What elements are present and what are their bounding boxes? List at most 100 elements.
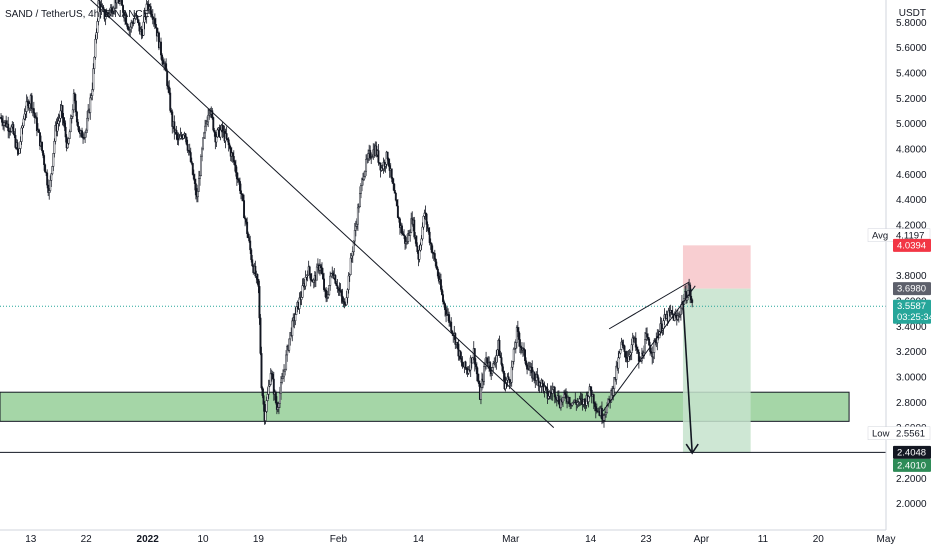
- candle: [295, 306, 298, 315]
- candle: [495, 355, 498, 363]
- candle: [81, 130, 83, 138]
- candle: [679, 307, 682, 315]
- candle: [243, 200, 246, 219]
- candle: [321, 267, 323, 275]
- candle: [193, 178, 196, 184]
- candle: [448, 314, 451, 323]
- candle: [234, 164, 237, 173]
- candle: [308, 266, 311, 275]
- candle: [334, 275, 337, 284]
- wedge-upper-line[interactable]: [608, 281, 690, 330]
- candle: [608, 398, 611, 401]
- candle: [489, 362, 492, 371]
- candle: [612, 388, 615, 396]
- candle: [50, 173, 53, 181]
- candle: [367, 153, 370, 160]
- candle: [56, 123, 59, 132]
- candle: [329, 275, 332, 286]
- candle: [58, 118, 61, 122]
- time-tick-label: Mar: [502, 534, 520, 545]
- candle: [646, 333, 649, 338]
- candle: [460, 358, 463, 363]
- candle: [565, 394, 568, 399]
- stop-loss-zone[interactable]: [682, 245, 751, 289]
- candle: [355, 223, 358, 227]
- candle: [624, 351, 627, 358]
- candle: [166, 70, 169, 86]
- candle: [419, 244, 422, 251]
- candle: [186, 143, 189, 151]
- time-tick-label: 2022: [137, 534, 160, 545]
- candle: [24, 111, 27, 115]
- candle: [104, 16, 107, 20]
- candle: [415, 235, 418, 247]
- candle: [390, 168, 393, 179]
- candle: [251, 259, 254, 267]
- candle: [219, 129, 222, 138]
- candle: [190, 161, 193, 164]
- candle: [75, 111, 78, 123]
- price-tick-label: 4.6000: [896, 170, 927, 181]
- candle: [154, 23, 157, 28]
- chart-title: SAND / TetherUS, 4h, BINANCE: [5, 9, 150, 20]
- time-tick-label: 14: [413, 534, 425, 545]
- candle: [197, 178, 200, 192]
- descending-trendline[interactable]: [74, 0, 555, 429]
- candle: [413, 219, 416, 238]
- candle: [133, 18, 136, 24]
- candle: [121, 0, 123, 6]
- candle: [194, 183, 197, 196]
- candle: [384, 164, 387, 167]
- stop-price-badge-text: 4.0394: [897, 240, 926, 251]
- target-zone[interactable]: [682, 288, 751, 453]
- candle: [97, 0, 100, 22]
- candle: [416, 245, 419, 253]
- candle: [153, 18, 156, 25]
- candle: [650, 351, 653, 354]
- time-tick-label: 22: [81, 534, 93, 545]
- candle: [568, 397, 571, 404]
- candle: [64, 126, 67, 138]
- time-tick-label: Apr: [694, 534, 710, 545]
- candle: [635, 346, 638, 350]
- candle: [284, 368, 287, 372]
- candle: [476, 373, 479, 382]
- candle: [365, 159, 368, 172]
- candle: [396, 205, 399, 218]
- candle: [605, 412, 607, 415]
- candle: [272, 378, 275, 395]
- candle: [574, 399, 577, 403]
- candle: [49, 180, 52, 191]
- candle: [327, 294, 330, 298]
- candle: [240, 190, 242, 194]
- candle: [454, 333, 457, 345]
- price-tick-label: 2.2000: [896, 474, 927, 485]
- candle: [422, 215, 425, 228]
- time-axis[interactable]: 13 22 2022 10 19 Feb 14 Mar 14 23 Apr 11 20 May: [25, 534, 895, 545]
- projection-arrow[interactable]: [682, 300, 693, 454]
- candle: [545, 386, 548, 390]
- candle: [247, 233, 250, 239]
- candle: [242, 194, 244, 201]
- candle: [421, 226, 424, 240]
- candle: [589, 386, 592, 391]
- candle: [593, 403, 596, 407]
- candle: [594, 406, 597, 411]
- candle: [341, 295, 344, 302]
- candle: [637, 351, 640, 362]
- candle: [165, 63, 168, 72]
- candle: [96, 21, 99, 33]
- candle: [215, 136, 218, 143]
- candle: [420, 238, 423, 246]
- candle: [258, 286, 261, 319]
- wedge-lower-line[interactable]: [602, 285, 696, 412]
- candle: [115, 0, 118, 4]
- candle: [67, 138, 70, 144]
- candle: [442, 294, 444, 302]
- candle: [407, 233, 410, 242]
- candle: [175, 129, 178, 135]
- candle: [12, 124, 15, 134]
- candle: [74, 100, 77, 113]
- candle: [395, 199, 398, 207]
